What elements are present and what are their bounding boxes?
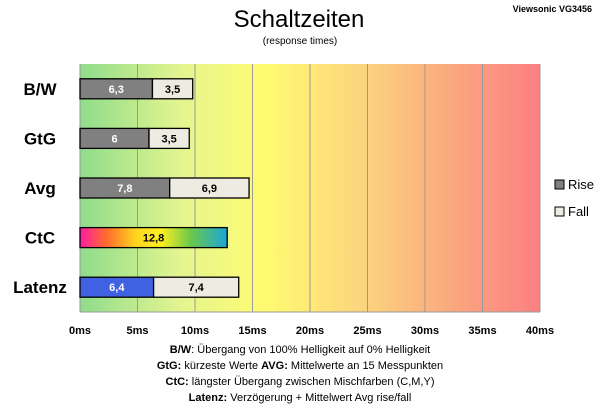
x-tick-label: 5ms xyxy=(126,325,148,337)
x-tick-label: 0ms xyxy=(69,325,91,337)
chart-title: Schaltzeiten xyxy=(234,6,365,33)
x-tick-label: 15ms xyxy=(238,325,266,337)
x-tick-label: 20ms xyxy=(296,325,324,337)
x-tick-label: 30ms xyxy=(411,325,439,337)
bar-fall xyxy=(151,78,194,100)
bar-fall xyxy=(148,127,190,150)
category-labels: B/W GtG Avg CtC Latenz xyxy=(13,80,67,297)
data-label: 6,4 xyxy=(109,282,125,294)
data-label: 6,3 xyxy=(109,84,124,96)
data-label: 6,9 xyxy=(202,183,217,195)
bars: 6,3 3,5 6 3,5 7,8 6,9 12,8 6,4 7,4 xyxy=(79,78,250,298)
legend-swatch xyxy=(554,206,565,217)
data-label: 7,8 xyxy=(117,183,132,195)
legend: Rise Fall xyxy=(554,177,594,219)
corner-label: Viewsonic VG3456 xyxy=(513,4,592,14)
bar-fall xyxy=(169,177,250,199)
x-axis-ticks: 0ms 5ms 10ms 15ms 20ms 25ms 30ms 35ms 40ms xyxy=(69,325,554,337)
note-line: CtC: längster Übergang zwischen Mischfar… xyxy=(166,376,435,388)
x-tick-label: 25ms xyxy=(353,325,381,337)
bar-ctc xyxy=(79,226,228,249)
data-label: 7,4 xyxy=(189,282,205,294)
category-label: Avg xyxy=(24,179,56,198)
legend-swatch xyxy=(554,179,565,190)
x-tick-label: 40ms xyxy=(526,325,554,337)
data-label: 3,5 xyxy=(165,84,180,96)
x-tick-label: 35ms xyxy=(468,325,496,337)
note-line: B/W: Übergang von 100% Helligkeit auf 0%… xyxy=(170,344,430,356)
x-tick-label: 10ms xyxy=(181,325,209,337)
legend-label: Fall xyxy=(568,204,589,219)
data-label: 12,8 xyxy=(143,233,164,245)
notes: B/W: Übergang von 100% Helligkeit auf 0%… xyxy=(157,344,443,404)
data-label: 3,5 xyxy=(161,133,176,145)
category-label: B/W xyxy=(23,80,57,99)
data-label: 6 xyxy=(111,133,117,145)
category-label: Latenz xyxy=(13,278,67,297)
legend-label: Rise xyxy=(568,177,594,192)
category-label: GtG xyxy=(24,129,56,148)
note-line: GtG: kürzeste Werte AVG: Mittelwerte an … xyxy=(157,360,443,372)
chart-subtitle: (response times) xyxy=(263,36,337,47)
category-label: CtC xyxy=(25,229,55,248)
note-line: Latenz: Verzögerung + Mittelwert Avg ris… xyxy=(189,392,412,404)
bar-latency-rest xyxy=(152,276,240,298)
